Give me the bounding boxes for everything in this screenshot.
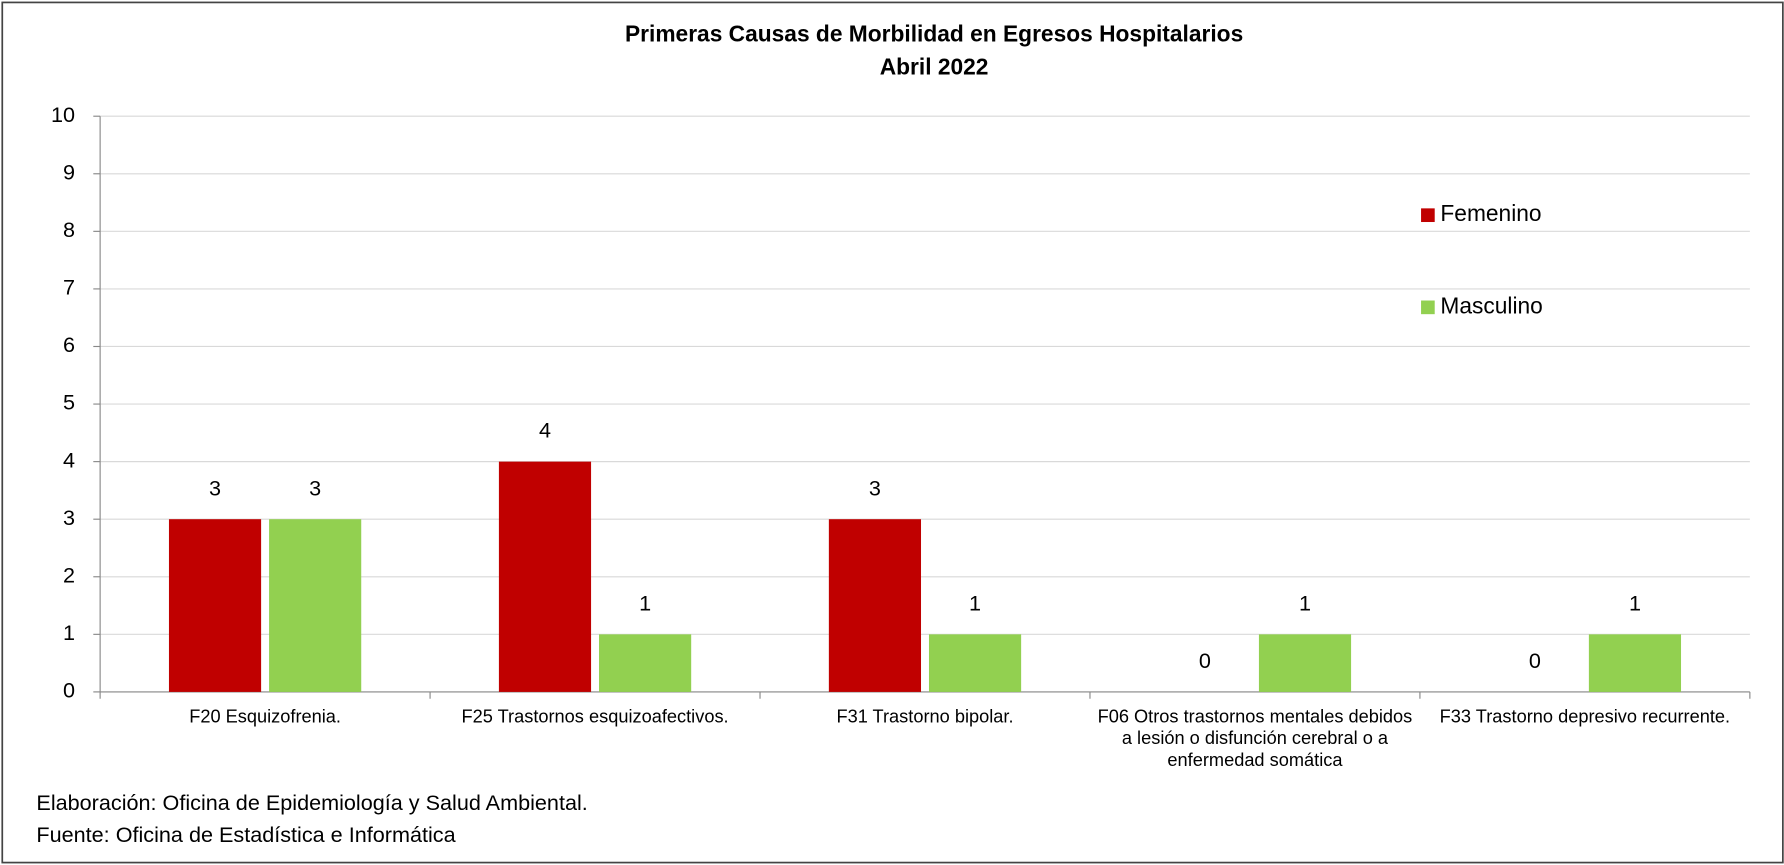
- chart-title: Primeras Causas de Morbilidad en Egresos…: [625, 20, 1243, 46]
- data-label: 0: [1199, 648, 1211, 673]
- x-tick-label-box: F31 Trastorno bipolar.: [836, 707, 1014, 728]
- legend-swatch: [1421, 208, 1435, 223]
- chart-subtitle: Abril 2022: [880, 53, 989, 79]
- y-tick-label: 8: [63, 217, 75, 242]
- bar: [1588, 634, 1682, 692]
- bar: [828, 519, 922, 692]
- data-label: 1: [1629, 590, 1641, 615]
- bar: [269, 519, 362, 692]
- data-label: 4: [539, 418, 551, 443]
- y-tick-label: 0: [63, 678, 75, 703]
- y-tick-label: 1: [63, 620, 75, 645]
- y-tick-label: 6: [63, 332, 75, 357]
- x-tick-label-box: F20 Esquizofrenia.: [189, 707, 341, 728]
- legend-label: Masculino: [1440, 292, 1542, 318]
- data-label: 3: [209, 475, 221, 500]
- bar: [168, 519, 262, 692]
- y-tick-label: 9: [63, 159, 75, 184]
- y-tick-label: 5: [63, 390, 75, 415]
- y-tick-label: 7: [63, 275, 75, 300]
- bar: [599, 634, 692, 692]
- y-tick-label: 3: [63, 505, 75, 530]
- data-label: 3: [869, 475, 881, 500]
- data-label: 1: [1299, 590, 1311, 615]
- legend-label: Femenino: [1440, 200, 1541, 226]
- data-label: 1: [639, 590, 651, 615]
- x-tick-label: F33 Trastorno depresivo recurrente.: [1439, 707, 1731, 728]
- bar: [1258, 634, 1352, 692]
- y-tick-label: 4: [63, 447, 75, 472]
- x-tick-label-box: F33 Trastorno depresivo recurrente.: [1439, 707, 1731, 728]
- y-tick-label: 2: [63, 562, 75, 587]
- x-tick-label-box: F25 Trastornos esquizoafectivos.: [461, 707, 729, 728]
- bar: [928, 634, 1022, 692]
- x-tick-label-box: F06 Otros trastornos mentales debidos a …: [1097, 707, 1413, 771]
- footnote: Fuente: Oficina de Estadística e Informá…: [36, 822, 456, 847]
- x-tick-label: F25 Trastornos esquizoafectivos.: [461, 707, 729, 728]
- y-tick-label: 10: [51, 102, 75, 127]
- bar: [498, 461, 592, 692]
- x-tick-label: F20 Esquizofrenia.: [189, 707, 341, 728]
- legend-swatch: [1421, 300, 1435, 315]
- x-tick-label: F31 Trastorno bipolar.: [836, 707, 1014, 728]
- data-label: 1: [969, 590, 981, 615]
- data-label: 0: [1529, 648, 1541, 673]
- data-label: 3: [309, 475, 321, 500]
- x-tick-label: F06 Otros trastornos mentales debidos a …: [1097, 707, 1413, 771]
- footnote: Elaboración: Oficina de Epidemiología y …: [36, 790, 587, 815]
